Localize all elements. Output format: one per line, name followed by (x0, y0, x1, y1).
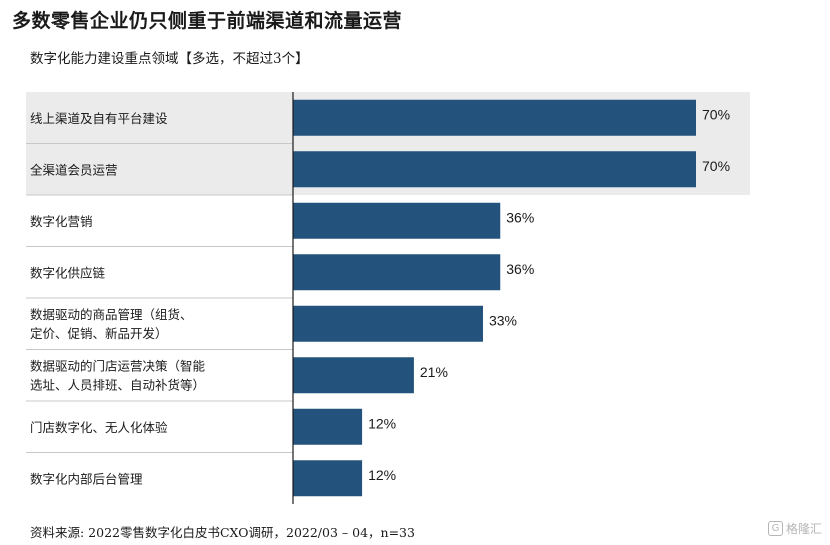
category-label: 选址、人员排班、自动补货等） (30, 377, 205, 392)
bar (293, 151, 696, 188)
bar-value-label: 70% (702, 158, 730, 174)
bar (293, 408, 363, 445)
category-label: 数字化营销 (30, 214, 93, 229)
category-label: 数字化供应链 (30, 265, 106, 280)
category-label: 数字化内部后台管理 (30, 471, 143, 486)
bar (293, 460, 363, 497)
bar-value-label: 33% (489, 312, 517, 328)
source-note: 资料来源: 2022零售数字化白皮书CXO调研，2022/03 – 04，n=3… (30, 525, 415, 540)
category-label: 门店数字化、无人化体验 (30, 420, 168, 435)
bar-value-label: 36% (506, 209, 534, 225)
bar (293, 357, 414, 394)
watermark-logo-icon: G (767, 521, 783, 536)
category-label: 线上渠道及自有平台建设 (30, 111, 168, 126)
chart-subtitle: 数字化能力建设重点领域【多选，不超过3个】 (30, 51, 309, 67)
bar-value-label: 21% (420, 364, 448, 380)
category-label: 数据驱动的门店运营决策（智能 (30, 358, 206, 373)
watermark-text: 格隆汇 (785, 522, 822, 536)
bar-value-label: 36% (506, 261, 534, 277)
bar (293, 305, 483, 342)
bar-value-label: 70% (702, 106, 730, 122)
bar-value-label: 12% (368, 415, 396, 431)
bar (293, 99, 696, 136)
category-label: 全渠道会员运营 (30, 162, 118, 177)
category-label: 数据驱动的商品管理（组货、 (30, 307, 193, 322)
bar (293, 202, 501, 239)
category-label: 定价、促销、新品开发） (30, 326, 168, 341)
bar-value-label: 12% (368, 467, 396, 483)
bar (293, 254, 501, 291)
chart-title: 多数零售企业仍只侧重于前端渠道和流量运营 (12, 10, 403, 32)
watermark: G 格隆汇 (767, 520, 822, 537)
